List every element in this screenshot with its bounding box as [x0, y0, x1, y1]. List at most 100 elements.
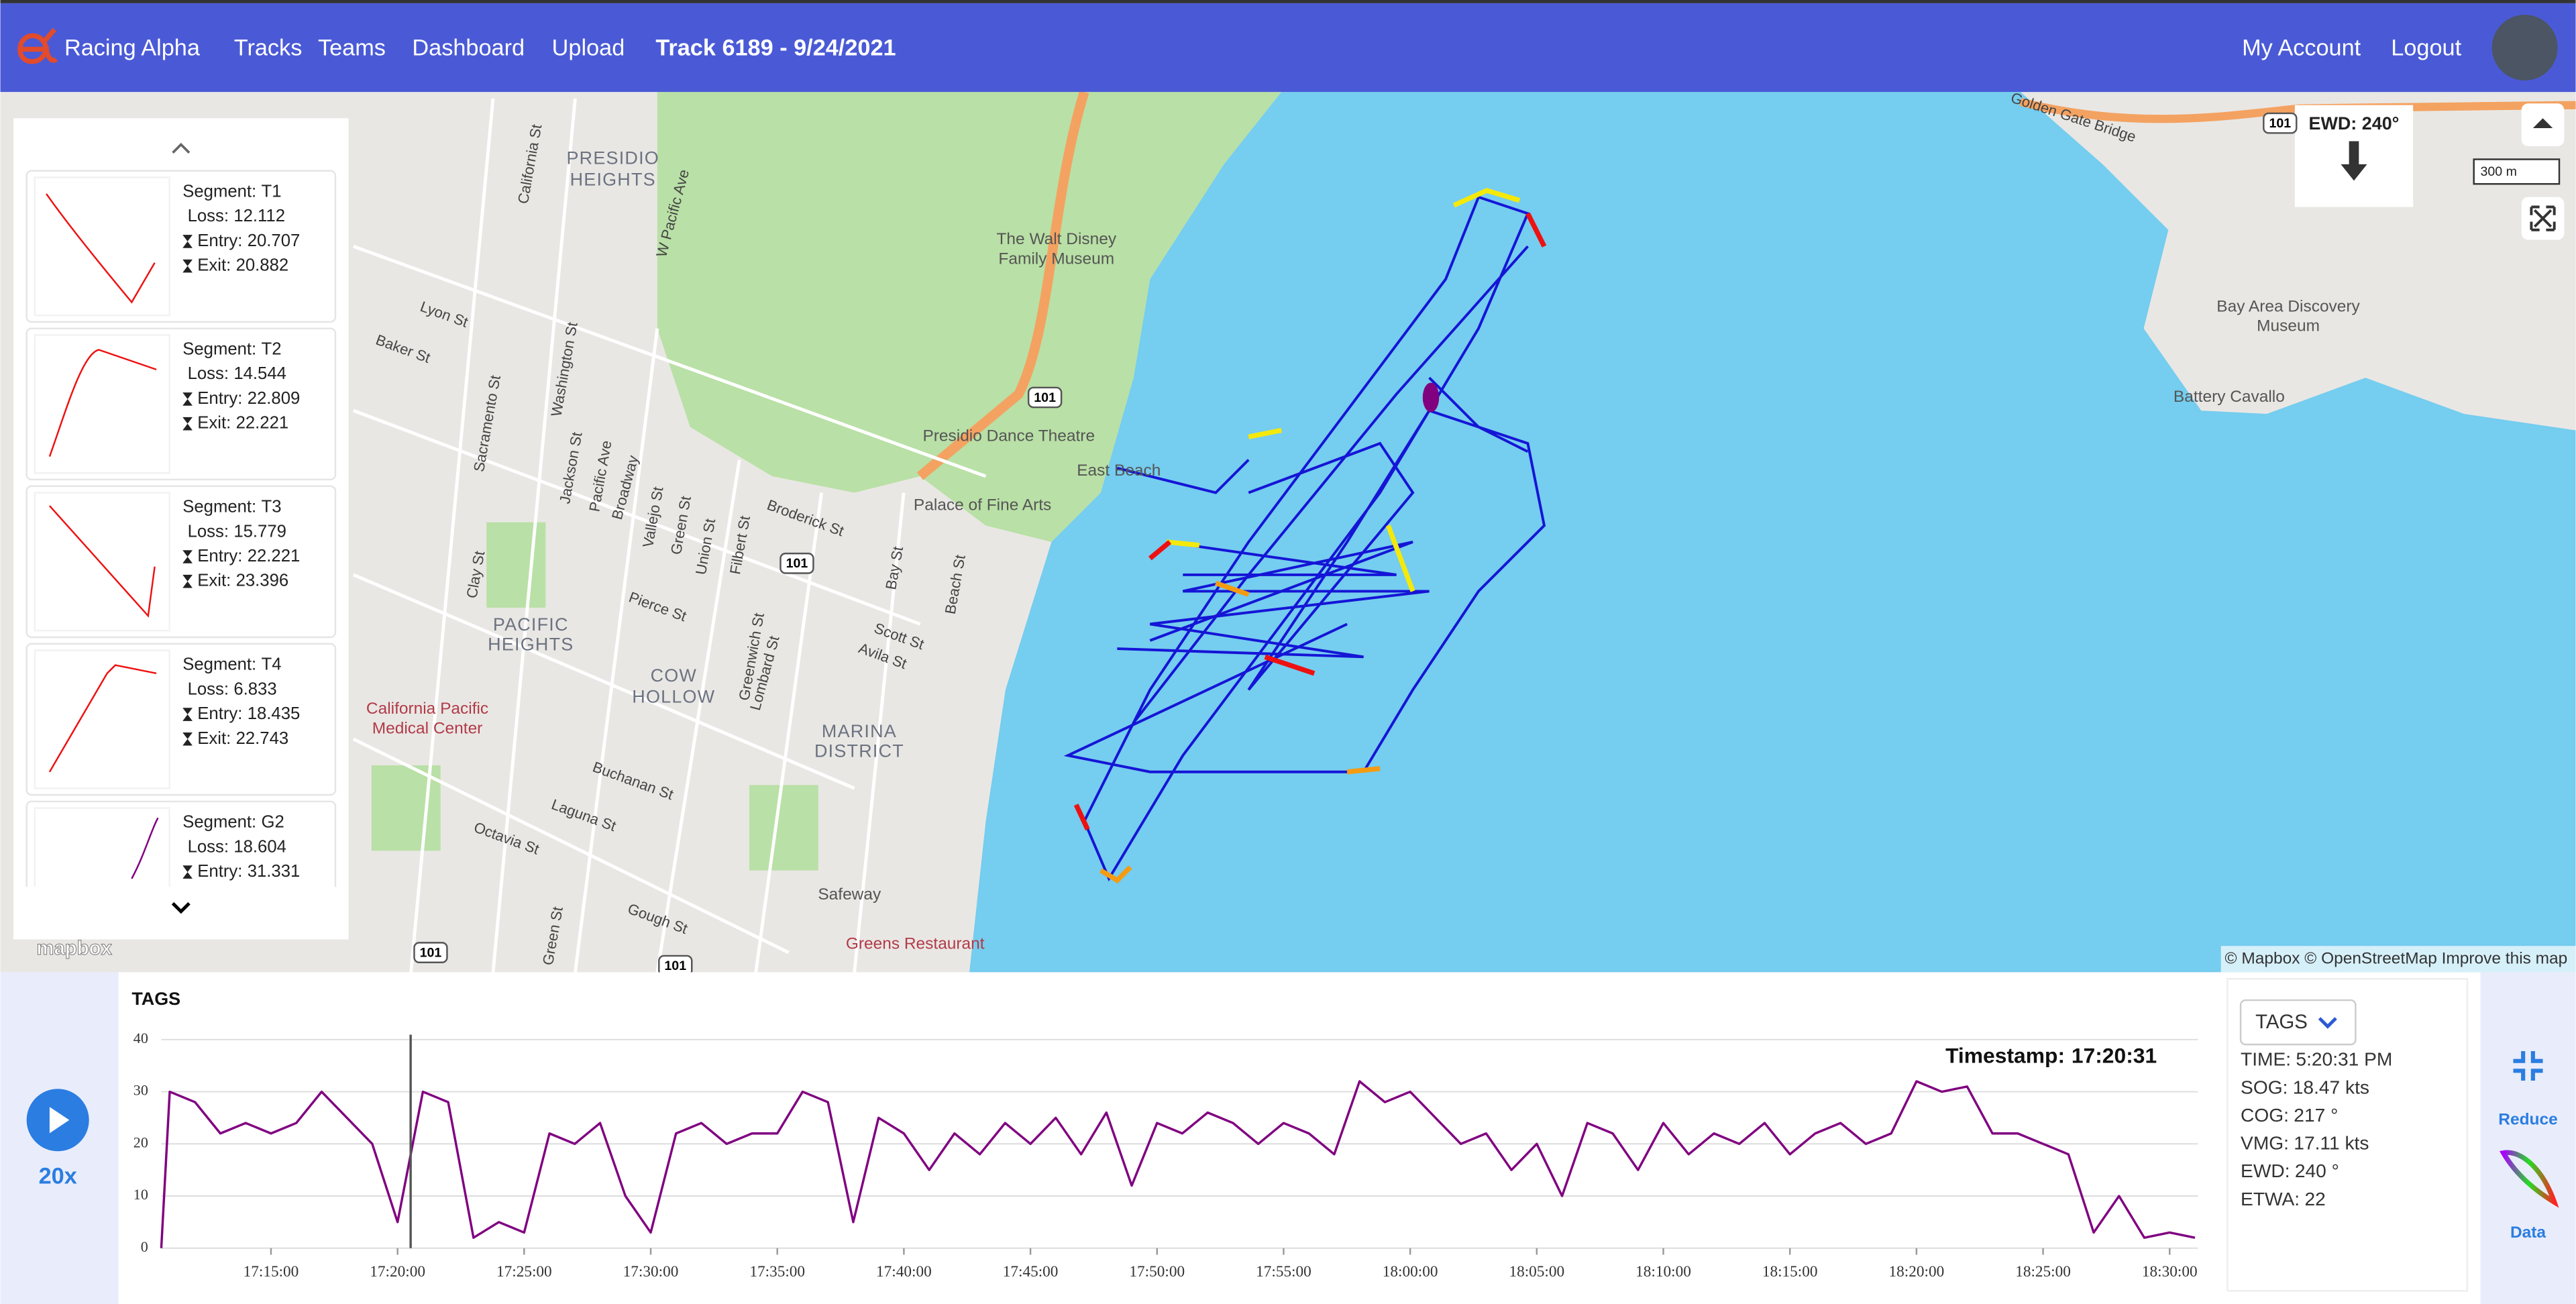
segment-name-label: Segment: [182, 812, 256, 831]
info-value: 22 [2304, 1189, 2325, 1209]
segment-curve [49, 505, 156, 618]
nav-link[interactable]: Dashboard [412, 35, 525, 60]
nav-link[interactable]: Upload [552, 35, 625, 60]
y-tick-label: 20 [133, 1134, 148, 1150]
dropdown-label: TAGS [2255, 1011, 2308, 1033]
scale-label: 300 m [2481, 164, 2517, 179]
segment-entry: Entry: 18.435 [197, 704, 300, 723]
play-icon [49, 1107, 70, 1134]
segment-loss-label: Loss: [188, 207, 229, 225]
nav-link[interactable]: Teams [318, 35, 386, 60]
speed-label: 20x [39, 1164, 77, 1189]
track-title: Track 6189 - 9/24/2021 [655, 35, 896, 60]
brand[interactable]: Racing Alpha [64, 35, 201, 60]
fullscreen-icon [2530, 205, 2556, 231]
segment-name-label: Segment: [182, 497, 256, 516]
segment-name: Segment: G2 [182, 812, 284, 831]
info-label: TIME: [2241, 1049, 2291, 1070]
segment-exit-label: Exit: [197, 256, 231, 274]
timestamp-value: 17:20:31 [2072, 1044, 2157, 1068]
segment-entry-label: Entry: [197, 389, 242, 408]
reduce-icon[interactable] [2513, 1050, 2543, 1081]
top-border [0, 0, 2576, 3]
segment-exit-value: 23.396 [236, 572, 289, 590]
x-tick-label: 18:10:00 [1635, 1263, 1691, 1281]
chart-title: TAGS [131, 989, 180, 1009]
dropdown-chevron [2318, 1017, 2337, 1029]
attribution-bg [2220, 946, 2576, 973]
segment-curve [46, 193, 156, 304]
info-row: SOG: 18.47 kts [2241, 1077, 2369, 1098]
segment-loss-label: Loss: [188, 364, 229, 383]
info-label: SOG: [2241, 1077, 2288, 1098]
segment-plot [34, 334, 170, 474]
segment-entry-value: 18.435 [248, 704, 301, 723]
map-label: HEIGHTS [488, 634, 574, 654]
segment-loss: Loss: 18.604 [188, 837, 286, 856]
x-tick-label: 17:45:00 [1003, 1263, 1059, 1281]
map-label: Palace of Fine Arts [914, 496, 1051, 514]
segment-name-label: Segment: [182, 339, 256, 358]
track-orange [1099, 580, 1381, 883]
map-label: Family Museum [998, 250, 1114, 268]
info-label: ETWA: [2241, 1189, 2300, 1209]
segment-name: Segment: T2 [182, 339, 281, 358]
segment-name-value: G2 [262, 812, 284, 831]
road-shield-label: 101 [786, 556, 808, 571]
scroll-up[interactable] [172, 142, 191, 154]
logout-link[interactable]: Logout [2391, 35, 2461, 60]
x-tick-label: 18:05:00 [1509, 1263, 1564, 1281]
map-label: COW [651, 665, 697, 686]
segment-exit-label: Exit: [197, 413, 231, 432]
hourglass-icon [182, 574, 193, 588]
data-icon[interactable] [2500, 1150, 2559, 1208]
info-value: 17.11 kts [2294, 1133, 2369, 1154]
map-label: Bay Area Discovery [2216, 297, 2360, 315]
info-row: COG: 217 ° [2241, 1105, 2338, 1126]
x-tick-label: 17:55:00 [1256, 1263, 1311, 1281]
info-label: EWD: [2241, 1161, 2290, 1182]
info-label: VMG: [2241, 1133, 2289, 1154]
map-label: HEIGHTS [570, 169, 656, 189]
x-tick-label: 17:15:00 [244, 1263, 299, 1281]
timestamp: Timestamp: 17:20:31 [1945, 1044, 2157, 1068]
street-grid [352, 98, 987, 973]
tags-dropdown[interactable] [2239, 999, 2357, 1046]
info-value: 217 ° [2294, 1105, 2338, 1126]
info-row: EWD: 240 ° [2241, 1161, 2339, 1182]
segment-exit-label: Exit: [197, 729, 231, 748]
segment-exit-label: Exit: [197, 572, 231, 590]
segment-loss: Loss: 12.112 [188, 207, 285, 225]
segment-entry-value: 31.331 [248, 862, 301, 881]
segment-entry-value: 22.221 [248, 547, 301, 565]
info-value: 240 ° [2295, 1161, 2339, 1182]
highway [916, 90, 1089, 480]
map-label: California Pacific [366, 700, 488, 718]
map-label: HOLLOW [632, 687, 715, 707]
segment-entry: Entry: 22.809 [197, 389, 300, 408]
wind-arrow [2341, 141, 2367, 181]
nav-link[interactable]: Tracks [234, 35, 303, 60]
attribution[interactable]: © Mapbox © OpenStreetMap Improve this ma… [2225, 949, 2568, 967]
segment-name-value: T1 [262, 182, 282, 201]
segment-exit: Exit: 23.396 [197, 572, 288, 590]
x-tick-label: 17:25:00 [496, 1263, 552, 1281]
reduce-label[interactable]: Reduce [2498, 1110, 2557, 1128]
road-shield [413, 942, 448, 963]
road-shield-label: 101 [420, 945, 442, 960]
segment-entry: Entry: 31.331 [197, 862, 300, 881]
segment-plot [34, 492, 170, 632]
avatar[interactable] [2491, 15, 2558, 80]
park [486, 522, 546, 608]
scroll-down[interactable] [171, 902, 191, 914]
account-link[interactable]: My Account [2242, 35, 2361, 60]
logo[interactable] [17, 28, 58, 64]
segment-loss: Loss: 14.544 [188, 364, 286, 383]
hourglass-icon [182, 259, 193, 273]
x-tick-label: 17:50:00 [1129, 1263, 1185, 1281]
y-tick-label: 30 [133, 1082, 148, 1099]
wind-label: EWD: 240° [2309, 113, 2400, 133]
x-tick-label: 18:30:00 [2142, 1263, 2198, 1281]
segment-loss-label: Loss: [188, 680, 229, 698]
data-label[interactable]: Data [2510, 1224, 2546, 1242]
